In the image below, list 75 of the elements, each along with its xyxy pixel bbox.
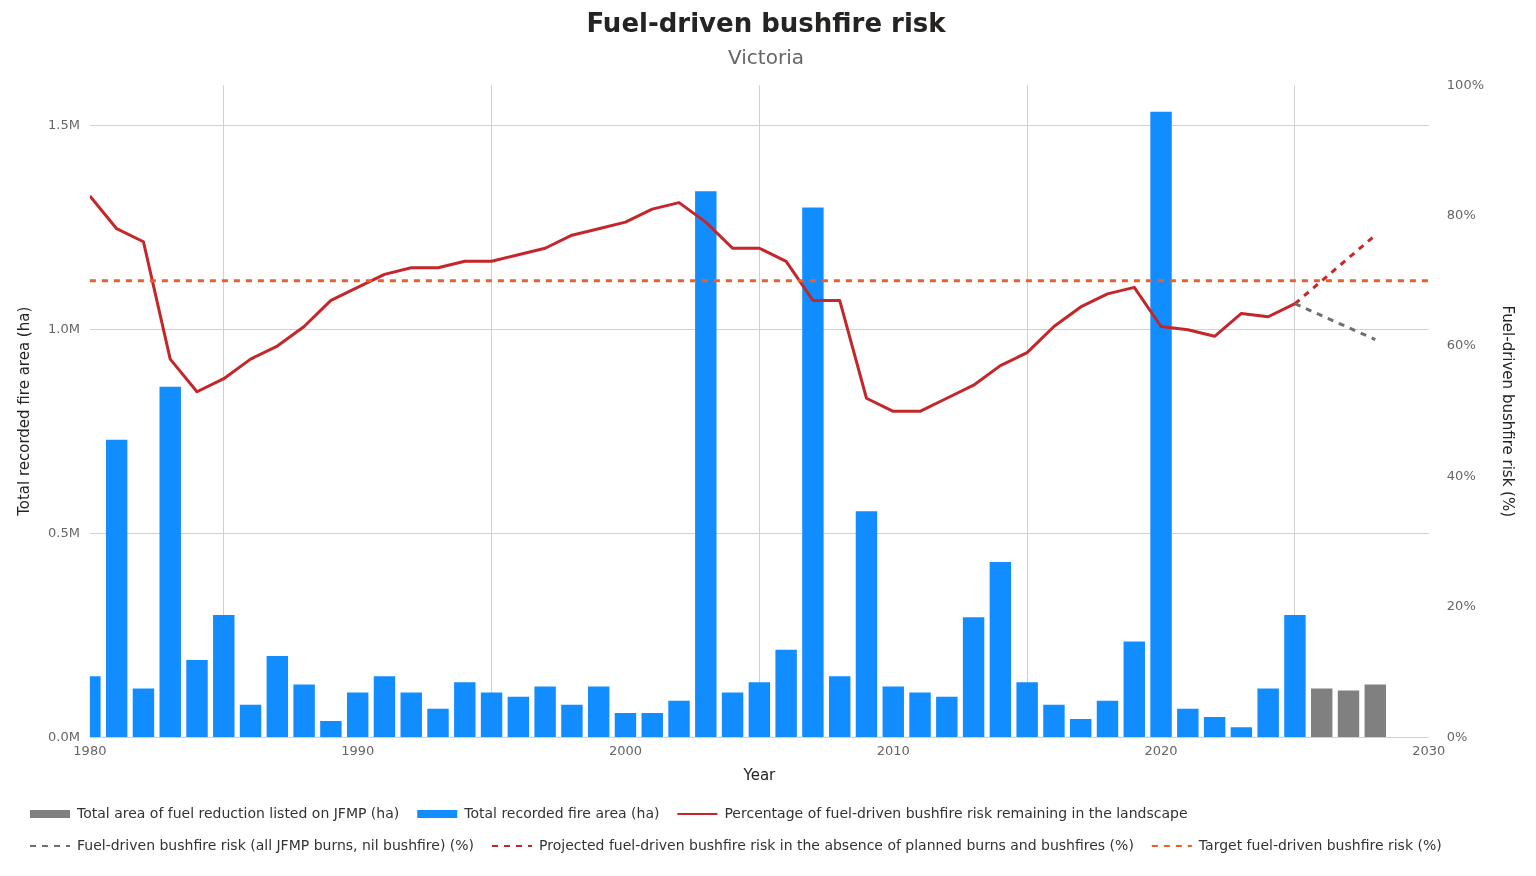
bar (373, 676, 396, 737)
bar (1043, 704, 1065, 737)
bar (1150, 111, 1172, 737)
bar (1311, 688, 1333, 737)
bar (962, 617, 985, 737)
bar (293, 684, 315, 737)
bar (239, 704, 262, 737)
legend-label: Total area of fuel reduction listed on JFMP (ha) (76, 804, 400, 821)
bar (855, 511, 878, 737)
x-tick-label: 1980 (73, 742, 107, 758)
y-axis-title: Total recorded fire area (ha) (14, 306, 33, 517)
y2-tick-label: 100% (1446, 76, 1485, 92)
y-tick-label: 1.0M (48, 321, 80, 337)
y2-tick-label: 80% (1446, 207, 1476, 223)
bar (1016, 682, 1038, 737)
bar (614, 712, 637, 737)
bar (159, 386, 181, 737)
bar (989, 562, 1012, 737)
y2-tick-label: 60% (1446, 337, 1476, 353)
x-tick-label: 2000 (608, 742, 643, 758)
bar (882, 686, 904, 737)
x-axis-title: Year (742, 765, 777, 784)
bar (587, 686, 610, 737)
bar (775, 649, 797, 737)
bar (213, 615, 235, 737)
y-tick-label: 1.5M (48, 117, 80, 133)
bar (668, 700, 690, 737)
x-tick-label: 2030 (1412, 742, 1446, 758)
bar (641, 712, 663, 737)
bar (1177, 708, 1199, 737)
legend-label: Target fuel-driven bushfire risk (%) (1197, 836, 1442, 853)
bar (400, 692, 422, 737)
bar (695, 191, 717, 737)
bar (1096, 700, 1119, 737)
bar (454, 682, 476, 737)
bar (1123, 641, 1145, 737)
x-tick-label: 2010 (876, 742, 910, 758)
bar (828, 676, 851, 737)
y2-axis-title: Fuel-driven bushfire risk (%) (1499, 305, 1518, 518)
bar (1203, 717, 1226, 737)
bar (480, 692, 503, 737)
bar (1230, 727, 1253, 737)
bar (748, 682, 771, 737)
bar (1337, 690, 1360, 737)
chart-subtitle: Victoria (728, 45, 804, 70)
x-tick-label: 2020 (1144, 742, 1178, 758)
y2-tick-label: 40% (1446, 467, 1476, 483)
bar (105, 439, 128, 737)
x-tick-label: 1990 (341, 742, 375, 758)
bar (1257, 688, 1279, 737)
y2-tick-label: 20% (1446, 598, 1476, 614)
bar (802, 207, 824, 737)
bar (427, 708, 449, 737)
y2-tick-label: 0% (1446, 728, 1468, 744)
bar (561, 704, 583, 737)
legend-label: Total recorded fire area (ha) (463, 804, 660, 821)
bar (721, 692, 744, 737)
bar (1070, 719, 1092, 737)
bar (346, 692, 369, 737)
y-tick-label: 0.0M (48, 728, 80, 744)
bar (1284, 615, 1306, 737)
legend-label: Projected fuel-driven bushfire risk in the absence of planned burns and bushfires (%) (539, 836, 1134, 853)
bar (534, 686, 556, 737)
y-tick-label: 0.5M (48, 524, 80, 540)
legend-label: Percentage of fuel-driven bushfire risk remaining in the landscape (724, 804, 1188, 821)
bar (266, 655, 289, 737)
bar (186, 659, 208, 737)
legend-label: Fuel-driven bushfire risk (all JFMP burns, nil bushfire) (%) (77, 836, 475, 853)
bar (909, 692, 931, 737)
bar (507, 696, 530, 737)
bar (1364, 684, 1386, 737)
bar (132, 688, 155, 737)
bar (936, 696, 958, 737)
chart-title: Fuel-driven bushfire risk (586, 8, 947, 39)
bar (320, 721, 342, 737)
